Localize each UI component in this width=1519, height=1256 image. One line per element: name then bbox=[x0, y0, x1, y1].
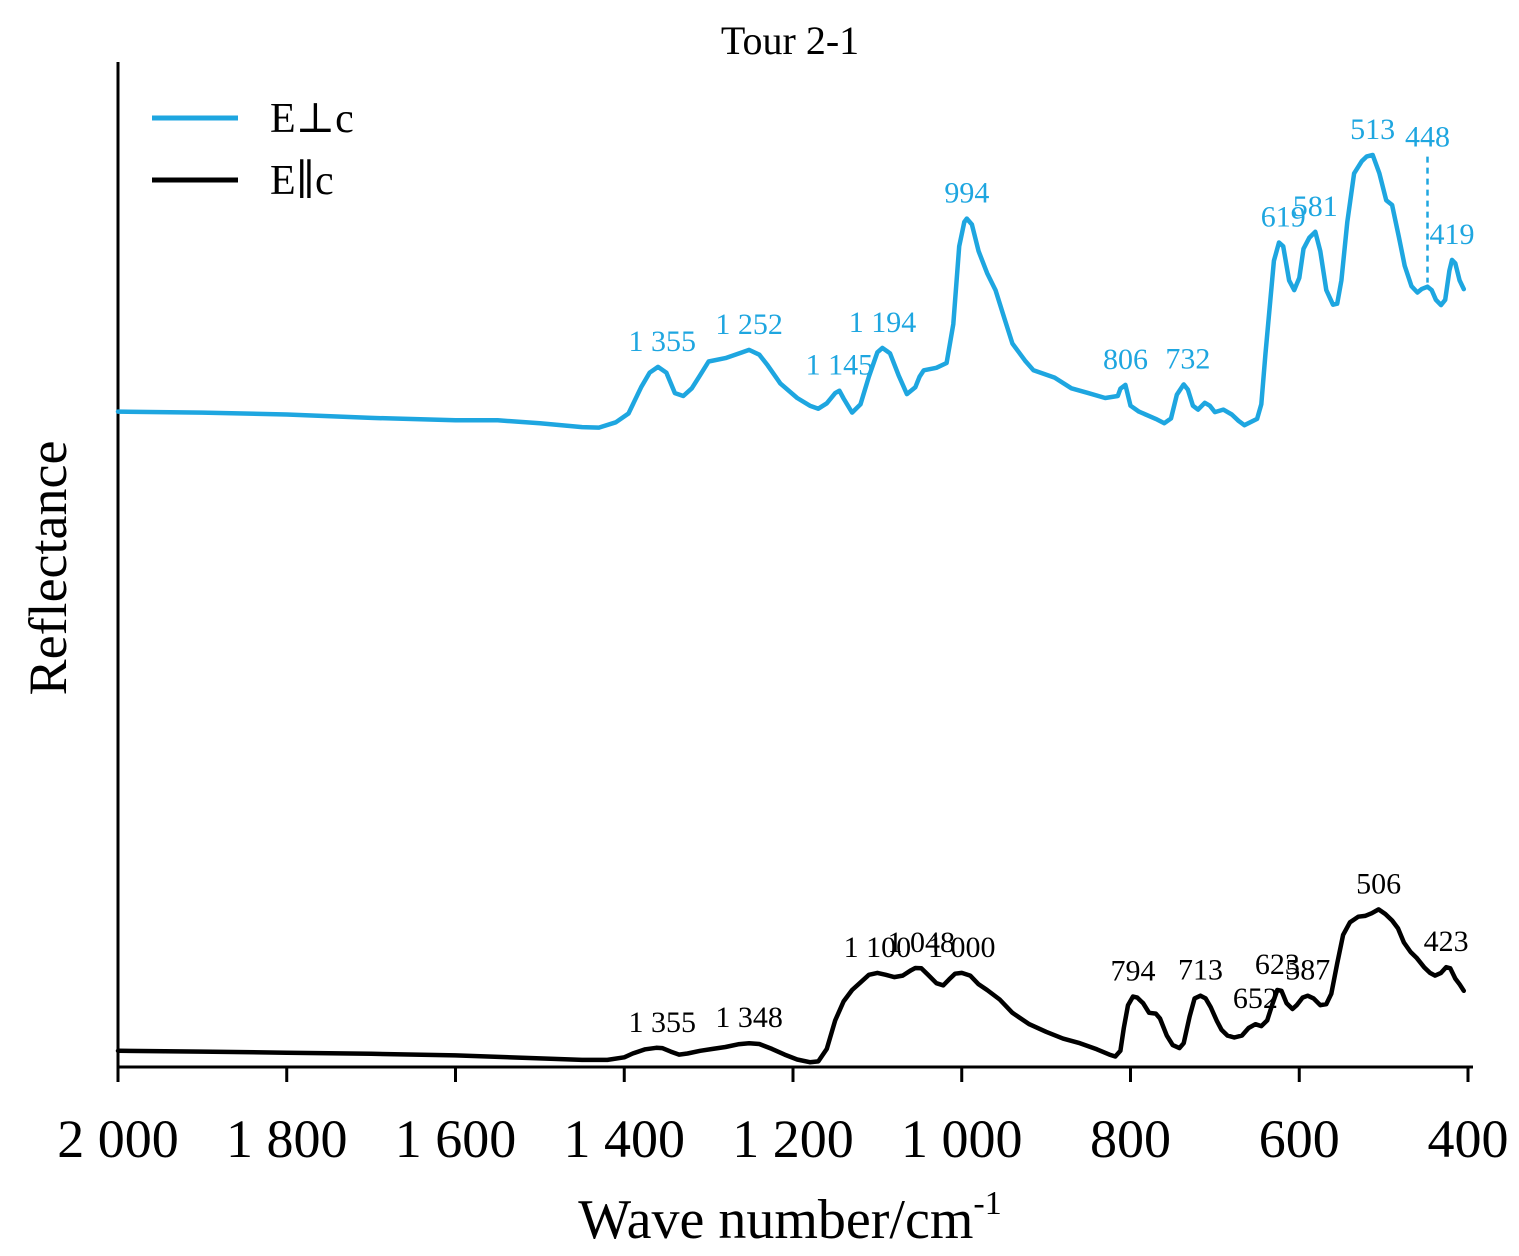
peak-label: 1 355 bbox=[628, 325, 696, 358]
axes bbox=[116, 62, 1473, 1069]
x-ticks: 2 000 1 800 1 600 1 400 1 200 1 000 800 600 400 bbox=[57, 1068, 1509, 1169]
x-axis-label-text: Wave number/cm bbox=[578, 1189, 973, 1251]
peak-label: 1 048 bbox=[888, 926, 956, 959]
peak-label: 506 bbox=[1356, 867, 1401, 900]
series-layer bbox=[115, 152, 1467, 1065]
peak-label: 652 bbox=[1233, 982, 1278, 1015]
peak-label: 581 bbox=[1293, 190, 1338, 223]
peak-label: 794 bbox=[1111, 954, 1156, 987]
x-axis-label: Wave number/cm-1 bbox=[578, 1185, 1001, 1251]
legend-label: E⊥c bbox=[270, 96, 354, 142]
legend-label: E∥c bbox=[270, 158, 334, 204]
peak-label: 806 bbox=[1103, 343, 1148, 376]
series-line-e-parallel-c bbox=[115, 907, 1467, 1065]
peak-label: 1 194 bbox=[849, 306, 917, 339]
x-tick-label: 600 bbox=[1259, 1109, 1340, 1169]
peak-label: 732 bbox=[1165, 342, 1210, 375]
peak-label: 994 bbox=[944, 177, 989, 210]
legend: E⊥c E∥c bbox=[152, 96, 354, 204]
x-axis-label-superscript: -1 bbox=[973, 1185, 1001, 1222]
peak-label: 448 bbox=[1405, 121, 1450, 154]
peak-label: 423 bbox=[1424, 925, 1469, 958]
peak-label: 1 000 bbox=[928, 931, 996, 964]
peak-label: 1 100 bbox=[844, 931, 912, 964]
peak-label: 1 348 bbox=[715, 1001, 783, 1034]
x-tick-label: 400 bbox=[1428, 1109, 1509, 1169]
peak-label: 587 bbox=[1285, 954, 1330, 987]
chart-title: Tour 2-1 bbox=[721, 18, 859, 63]
x-tick-label: 1 400 bbox=[564, 1109, 686, 1169]
x-tick-label: 800 bbox=[1090, 1109, 1171, 1169]
x-tick-label: 1 000 bbox=[901, 1109, 1023, 1169]
peak-label: 419 bbox=[1429, 218, 1474, 251]
peak-label: 1 252 bbox=[715, 308, 783, 341]
series-line-e-perp-c bbox=[115, 152, 1467, 430]
peak-label: 1 355 bbox=[628, 1006, 696, 1039]
x-tick-label: 1 600 bbox=[395, 1109, 517, 1169]
peak-label: 1 145 bbox=[806, 349, 874, 382]
peak-label: 623 bbox=[1255, 948, 1300, 981]
x-tick-label: 1 800 bbox=[226, 1109, 348, 1169]
peak-label: 513 bbox=[1350, 113, 1395, 146]
peak-label: 713 bbox=[1178, 954, 1223, 987]
x-tick-label: 1 200 bbox=[732, 1109, 854, 1169]
peak-label: 619 bbox=[1261, 200, 1306, 233]
y-axis-label: Reflectance bbox=[18, 441, 78, 696]
x-tick-label: 2 000 bbox=[57, 1109, 179, 1169]
